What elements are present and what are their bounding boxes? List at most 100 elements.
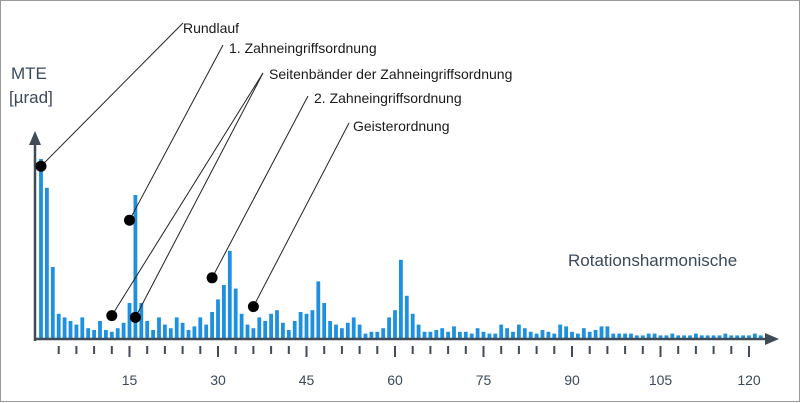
bar-order-8 [86,328,91,339]
marker-dot-0 [35,160,47,172]
y-axis-label-line-1: MTE [11,64,47,83]
annotations-group: Rundlauf 1. Zahneingriffsordnung Seitenb… [183,20,512,134]
bar-order-106 [664,335,669,339]
bar-order-79 [505,328,509,339]
bar-order-94 [593,330,598,339]
bar-order-84 [534,333,539,339]
bar-order-56 [369,331,374,339]
leader-line-4 [252,122,350,307]
bar-order-98 [617,333,622,339]
bar-order-32 [227,250,232,339]
bar-order-38 [263,321,268,339]
bar-order-11 [104,330,108,339]
bar-order-12 [109,331,114,339]
bar-order-63 [410,313,415,339]
bar-order-122 [758,335,763,339]
bar-order-42 [286,330,291,339]
bar-order-55 [363,333,368,339]
bar-order-6 [74,324,79,339]
marker-dot-sideband-0 [106,310,118,322]
y-axis-arrow-icon [29,131,41,145]
bar-order-69 [446,331,450,339]
bar-order-51 [340,328,344,339]
bar-order-23 [174,317,179,339]
bar-order-91 [576,333,580,339]
bar-order-30 [216,299,220,339]
bar-order-67 [434,330,439,339]
bar-order-95 [599,326,604,339]
bar-order-44 [298,312,303,339]
bar-order-19 [151,330,155,339]
bar-order-110 [688,335,692,339]
bar-order-109 [682,335,686,339]
bar-order-97 [611,333,616,339]
x-tick-label-30: 30 [210,372,226,388]
bar-order-103 [646,333,651,339]
marker-dot-1 [124,214,135,226]
bar-order-92 [581,328,586,339]
leader-line-sideband-1 [134,72,264,318]
bar-order-9 [92,330,96,339]
bar-order-104 [652,333,657,339]
bar-order-58 [381,328,386,339]
annotation-seitenbaender: Seitenbänder der Zahneingriffsordnung [269,66,512,82]
bar-order-16 [133,195,138,339]
bar-order-86 [546,331,551,339]
bar-order-0 [39,159,43,339]
x-tick-label-120: 120 [737,372,761,388]
bar-order-13 [115,328,120,339]
bar-order-82 [522,328,527,339]
bar-order-60 [393,310,397,339]
bar-order-111 [694,333,698,339]
bar-order-78 [499,324,504,339]
bar-order-17 [139,303,144,339]
bar-order-1 [45,187,49,339]
bar-order-93 [587,331,592,339]
bar-order-4 [62,317,67,339]
bar-order-102 [640,335,645,339]
annotation-2-zahneingriffsordnung: 2. Zahneingriffsordnung [314,90,462,106]
bar-order-18 [145,321,150,339]
bar-order-105 [658,335,663,339]
bar-order-90 [570,331,574,339]
bar-order-96 [605,326,610,339]
bar-order-15 [127,303,132,339]
bar-order-2 [50,267,55,339]
bar-order-49 [328,321,332,339]
bar-order-119 [741,335,745,339]
x-tick-label-45: 45 [299,372,315,388]
bar-order-116 [723,333,728,339]
bar-order-5 [68,321,73,339]
tick-labels-group: 15 30 45 60 75 90 105 120 [122,372,761,388]
bar-order-43 [292,321,297,339]
x-tick-label-15: 15 [122,372,138,388]
bar-order-28 [204,324,209,339]
marker-dot-sideband-1 [129,311,141,323]
bar-order-10 [98,321,102,339]
marker-dots-group [35,160,259,323]
bar-order-73 [469,333,474,339]
bar-order-31 [222,285,226,339]
leader-line-3 [211,95,309,279]
bar-order-75 [481,331,486,339]
leader-line-1 [129,44,224,221]
leader-line-0 [40,22,184,167]
x-tick-label-75: 75 [476,372,492,388]
bar-order-39 [269,313,273,339]
bar-order-21 [163,324,167,339]
bar-order-66 [428,331,433,339]
bar-order-72 [463,331,468,339]
x-axis-arrow-icon [765,333,779,345]
annotation-rundlauf: Rundlauf [183,20,239,36]
annotation-geisterordnung: Geisterordnung [353,118,450,134]
bar-order-100 [629,333,633,339]
bar-order-45 [304,313,309,339]
y-axis-label-line-2: [µrad] [9,88,53,107]
bar-order-35 [245,324,250,339]
bar-order-113 [705,335,710,339]
bar-order-64 [416,324,421,339]
bar-order-37 [257,317,262,339]
bar-order-62 [404,295,409,339]
bar-order-59 [387,317,391,339]
bar-order-114 [711,335,716,339]
